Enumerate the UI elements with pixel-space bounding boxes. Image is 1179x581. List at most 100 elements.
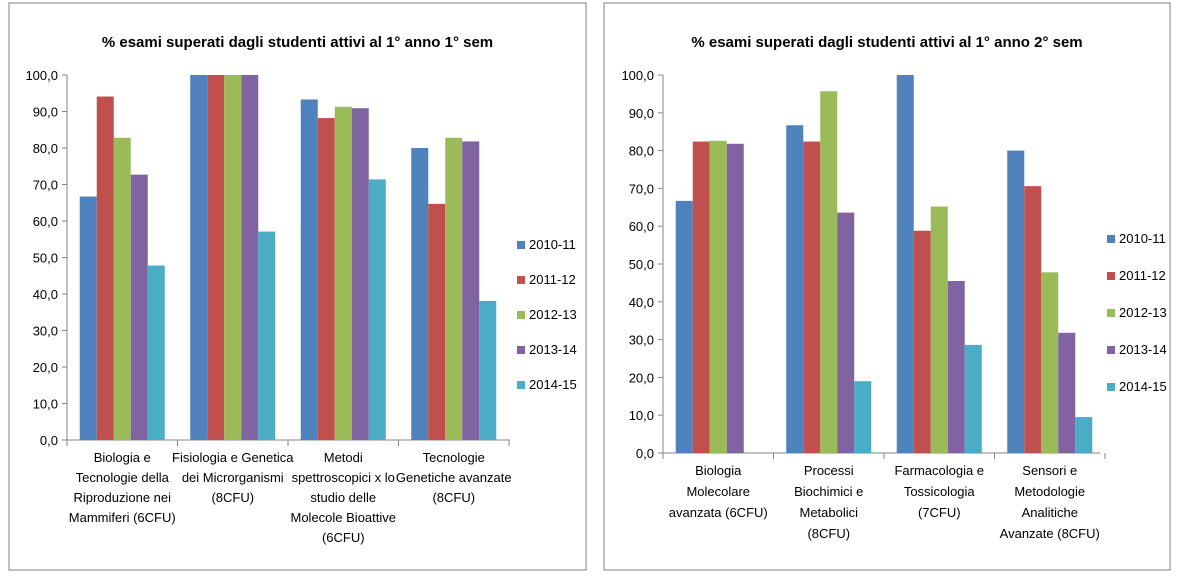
bar [820, 91, 838, 453]
bar [692, 141, 710, 453]
x-category-label: Riproduzione nei [73, 490, 171, 505]
y-tick-label: 60,0 [33, 214, 58, 229]
y-tick-label: 80,0 [33, 141, 58, 156]
y-tick-label: 90,0 [629, 106, 654, 121]
legend-label: 2010-11 [529, 237, 576, 252]
x-category-label: studio delle [310, 490, 376, 505]
x-category-label: Avanzate (8CFU) [1000, 526, 1100, 541]
legend-swatch [517, 346, 525, 354]
x-category-label: (8CFU) [432, 490, 475, 505]
x-category-label: dei Microrganismi [182, 470, 284, 485]
x-category-label: Genetiche avanzate [396, 470, 512, 485]
legend-swatch [1107, 235, 1115, 243]
bar [1058, 332, 1076, 453]
bar [79, 196, 97, 440]
y-tick-label: 70,0 [33, 178, 58, 193]
bar [300, 99, 318, 440]
bar [964, 344, 982, 453]
legend-swatch [517, 381, 525, 389]
bar [854, 381, 872, 453]
y-tick-label: 50,0 [33, 251, 58, 266]
bar [190, 75, 208, 440]
x-category-label: Molecole Bioattive [291, 510, 397, 525]
legend-swatch [1107, 383, 1115, 391]
legend-swatch [1107, 346, 1115, 354]
x-category-label: Biochimici e [794, 484, 863, 499]
chart-2: % esami superati dagli studenti attivi a… [603, 2, 1171, 571]
bar [709, 140, 727, 453]
x-category-label: Farmacologia e [894, 463, 984, 478]
y-tick-label: 40,0 [629, 295, 654, 310]
x-category-label: Fisiologia e Genetica [172, 450, 294, 465]
bar [130, 174, 148, 440]
y-tick-label: 30,0 [629, 333, 654, 348]
bar [334, 106, 352, 440]
x-category-label: Tecnologie [423, 450, 485, 465]
chart-title: % esami superati dagli studenti attivi a… [102, 34, 493, 51]
bar [479, 300, 497, 440]
bar [258, 231, 276, 440]
bar [351, 108, 369, 440]
bar [207, 75, 225, 440]
y-tick-label: 60,0 [629, 219, 654, 234]
x-category-label: Metodologie [1014, 484, 1085, 499]
x-category-label: Mammiferi (6CFU) [69, 510, 176, 525]
bar [368, 179, 386, 440]
y-tick-label: 20,0 [629, 370, 654, 385]
y-tick-label: 0,0 [40, 433, 58, 448]
chart-title: % esami superati dagli studenti attivi a… [691, 34, 1082, 51]
x-category-label: Metabolici [799, 505, 858, 520]
legend-label: 2012-13 [1119, 305, 1167, 320]
bar [930, 206, 948, 453]
bar [1075, 417, 1093, 453]
x-category-label: Molecolare [686, 484, 750, 499]
y-tick-label: 20,0 [33, 360, 58, 375]
y-tick-label: 30,0 [33, 324, 58, 339]
x-category-label: Processi [804, 463, 854, 478]
y-tick-label: 100,0 [621, 68, 654, 83]
legend-swatch [517, 276, 525, 284]
bar [317, 118, 335, 440]
bar [428, 203, 446, 440]
x-category-label: Sensori e [1022, 463, 1077, 478]
x-category-label: Tecnologie della [76, 470, 170, 485]
y-tick-label: 10,0 [629, 408, 654, 423]
x-category-label: Biologia [695, 463, 742, 478]
y-tick-label: 90,0 [33, 105, 58, 120]
x-category-label: (8CFU) [807, 526, 850, 541]
legend-label: 2011-12 [529, 272, 576, 287]
bar [411, 148, 429, 440]
bar [462, 141, 480, 440]
bar [445, 137, 463, 440]
legend-label: 2014-15 [1119, 379, 1167, 394]
bar [913, 230, 931, 453]
x-category-label: (8CFU) [211, 490, 254, 505]
bar [947, 281, 965, 453]
x-category-label: avanzata (6CFU) [669, 505, 768, 520]
x-category-label: Metodi [324, 450, 363, 465]
y-tick-label: 40,0 [33, 287, 58, 302]
bar [896, 75, 914, 453]
x-category-label: (7CFU) [918, 505, 961, 520]
y-tick-label: 50,0 [629, 257, 654, 272]
chart-1: % esami superati dagli studenti attivi a… [8, 2, 587, 571]
bar [803, 141, 821, 453]
bar [786, 125, 804, 454]
legend-label: 2010-11 [1119, 231, 1166, 246]
legend-label: 2013-14 [529, 342, 577, 357]
bar [837, 212, 855, 453]
bar [1007, 150, 1025, 453]
bar [147, 265, 165, 440]
x-category-label: spettroscopici x lo [292, 470, 395, 485]
legend-label: 2012-13 [529, 307, 577, 322]
bar [675, 200, 693, 453]
y-tick-label: 10,0 [33, 397, 58, 412]
legend-swatch [517, 311, 525, 319]
bar [224, 75, 242, 440]
x-category-label: Analitiche [1022, 505, 1078, 520]
bar [241, 75, 259, 440]
bar [1024, 186, 1042, 453]
bar [1041, 272, 1059, 453]
bar [726, 143, 744, 453]
